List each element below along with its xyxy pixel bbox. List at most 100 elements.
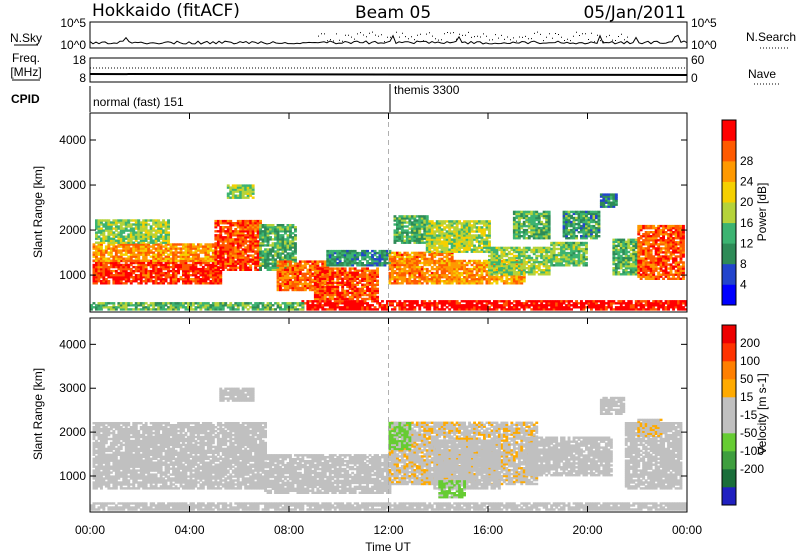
heatmap-cell [145,236,148,238]
heatmap-cell [593,231,596,233]
heatmap-cell [115,236,118,238]
heatmap-cell [165,274,168,276]
heatmap-cell [488,245,491,247]
heatmap-cell [132,260,135,262]
heatmap-cell [530,211,533,213]
heatmap-cell [543,255,546,257]
heatmap-cell [471,236,474,238]
heatmap-cell [242,222,245,224]
heatmap-cell [199,249,202,251]
heatmap-cell [448,282,451,284]
heatmap-cell [175,254,178,256]
heatmap-cell [137,254,140,256]
heatmap-cell [411,227,414,229]
heatmap-cell [284,260,287,262]
heatmap-cell [361,278,364,280]
heatmap-cell [172,282,175,284]
heatmap-cell [120,227,123,229]
heatmap-cell [543,259,546,261]
heatmap-cell [127,266,130,268]
heatmap-cell [583,223,586,225]
heatmap-cell [471,224,474,226]
heatmap-cell [473,230,476,232]
heatmap-cell [105,219,108,221]
heatmap-cell [578,264,581,266]
heatmap-cell [471,268,474,270]
heatmap-cell [433,260,436,262]
heatmap-cell [553,250,556,252]
heatmap-cell [483,266,486,268]
heatmap-cell [408,231,411,233]
heatmap-cell [155,247,158,249]
heatmap-cell [488,265,491,267]
heatmap-cell [309,265,312,267]
heatmap-cell [125,282,128,284]
heatmap-cell [421,219,424,221]
heatmap-cell [441,260,444,262]
heatmap-cell [486,236,489,238]
heatmap-cell [311,279,314,281]
heatmap-cell [515,282,518,284]
heatmap-cell [284,277,287,279]
heatmap-cell [132,227,135,229]
heatmap-cell [580,211,583,213]
heatmap-cell [451,274,454,276]
heatmap-cell [346,290,349,292]
heatmap-cell [496,271,499,273]
heatmap-cell [496,247,499,249]
heatmap-cell [528,223,531,225]
heatmap-cell [493,265,496,267]
heatmap-cell [130,236,133,238]
heatmap-cell [515,247,518,249]
heatmap-cell [177,264,180,266]
heatmap-cell [224,246,227,248]
heatmap-cell [107,262,110,264]
heatmap-cell [217,269,220,271]
beam-title: Beam 05 [355,3,431,23]
heatmap-cell [488,228,491,230]
heatmap-cell [615,263,618,265]
heatmap-cell [471,264,474,266]
heatmap-region [513,211,551,240]
heatmap-cell [331,264,334,266]
heatmap-cell [408,282,411,284]
heatmap-cell [620,255,623,257]
heatmap-cell [239,238,242,240]
heatmap-cell [247,230,250,232]
heatmap-cell [204,268,207,270]
heatmap-cell [461,245,464,247]
heatmap-cell [135,236,138,238]
heatmap-cell [219,222,222,224]
heatmap-cell [478,220,481,222]
heatmap-cell [147,274,150,276]
heatmap-cell [182,245,185,247]
heatmap-cell [224,238,227,240]
heatmap-cell [585,223,588,225]
heatmap-cell [354,294,357,296]
heatmap-cell [573,217,576,219]
heatmap-cell [224,258,227,260]
heatmap-cell [242,193,245,195]
heatmap-cell [366,274,369,276]
heatmap-cell [170,282,173,284]
heatmap-cell [262,238,265,240]
heatmap-cell [543,269,546,271]
heatmap-cell [568,252,571,254]
heatmap-cell [471,274,474,276]
heatmap-cell [550,250,553,252]
heatmap-cell [471,260,474,262]
heatmap-cell [269,267,272,269]
heatmap-cell [167,231,170,233]
heatmap-cell [515,271,518,273]
heatmap-cell [406,252,409,254]
heatmap-cell [219,282,222,284]
heatmap-cell [120,249,123,251]
heatmap-cell [147,229,150,231]
heatmap-cell [500,267,503,269]
heatmap-cell [580,231,583,233]
heatmap-cell [583,231,586,233]
heatmap-cell [448,258,451,260]
heatmap-cell [311,269,314,271]
heatmap-cell [401,236,404,238]
heatmap-cell [371,250,374,252]
